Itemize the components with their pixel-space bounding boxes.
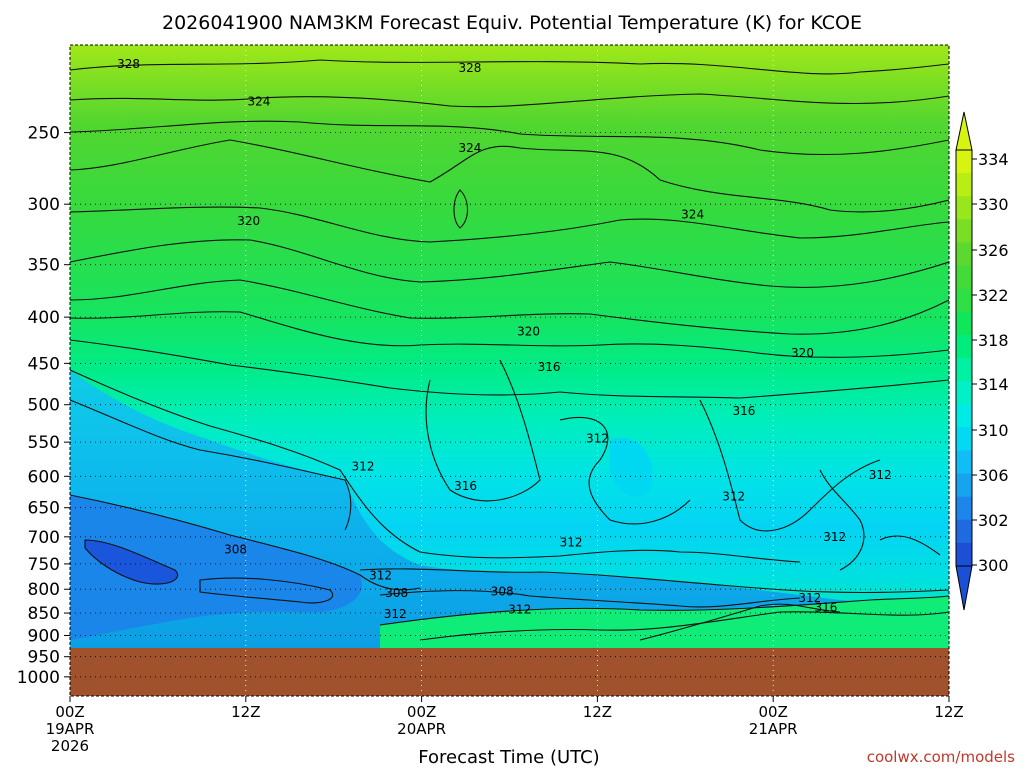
colorbar-swatch <box>956 150 972 174</box>
y-tick-label: 650 <box>28 499 60 519</box>
colorbar-swatch <box>956 311 972 336</box>
x-tick-label: 12Z <box>934 703 963 721</box>
x-tick-label: 19APR <box>46 720 95 738</box>
y-tick-label: 900 <box>28 626 60 646</box>
x-tick-label: 20APR <box>397 720 446 738</box>
colorbar: 334 330 326 322 318 314 310 306 302 300 <box>955 111 1009 611</box>
colorbar-swatch <box>956 519 972 544</box>
contour-label: 316 <box>732 404 755 418</box>
contour-label: 320 <box>517 325 540 339</box>
x-axis-label: Forecast Time (UTC) <box>418 747 599 768</box>
credit-text: coolwx.com/models <box>867 748 1015 766</box>
contour-label: 312 <box>508 602 531 616</box>
chart-title: 2026041900 NAM3KM Forecast Equiv. Potent… <box>162 12 862 34</box>
colorbar-label: 300 <box>978 556 1009 575</box>
y-tick-label: 300 <box>28 195 60 215</box>
colorbar-swatch <box>956 450 972 474</box>
contour-lines <box>70 59 949 641</box>
y-tick-label: 600 <box>28 467 60 487</box>
x-tick-label: 00Z <box>55 703 84 721</box>
contour-label: 308 <box>224 543 247 557</box>
colorbar-swatch <box>956 173 972 197</box>
contour-label: 312 <box>798 591 821 605</box>
y-tick-label: 850 <box>28 604 60 624</box>
colorbar-label: 306 <box>978 466 1009 485</box>
colorbar-swatch <box>956 473 972 498</box>
contour-label: 312 <box>560 535 583 549</box>
contour-label: 312 <box>369 568 392 582</box>
contour-label: 312 <box>586 432 609 446</box>
colorbar-swatch <box>956 288 972 313</box>
x-tick-label: 00Z <box>759 703 788 721</box>
contour-label: 320 <box>791 346 814 360</box>
colorbar-swatch <box>956 404 972 428</box>
y-tick-label: 350 <box>28 256 60 276</box>
cyan-pocket-1 <box>610 438 653 498</box>
x-tick-label: 12Z <box>231 703 260 721</box>
y-tick-label: 800 <box>28 580 60 600</box>
cold-core-region <box>70 495 362 640</box>
contour-label: 316 <box>814 600 837 614</box>
colorbar-swatch <box>956 427 972 451</box>
near-surface-warm-band <box>380 596 949 650</box>
colorbar-label: 314 <box>978 375 1009 394</box>
colorbar-label: 302 <box>978 511 1009 530</box>
colorbar-swatch <box>956 358 972 382</box>
x-tick-label: 2026 <box>51 737 89 755</box>
contour-label: 316 <box>538 360 561 374</box>
colorbar-label: 318 <box>978 331 1009 350</box>
y-axis: 2503003504004505005506006507007508008509… <box>17 124 70 688</box>
colorbar-swatch <box>956 219 972 243</box>
colorbar-swatch <box>956 542 972 567</box>
y-tick-label: 700 <box>28 528 60 548</box>
colorbar-swatch <box>956 334 972 359</box>
colorbar-swatch <box>956 196 972 220</box>
contour-label: 312 <box>384 607 407 621</box>
contour-label: 324 <box>458 141 481 155</box>
contour-label: 312 <box>823 530 846 544</box>
plot-area: 328 3283243243243203203203163163163163123… <box>70 45 949 696</box>
contour-label: 312 <box>869 468 892 482</box>
y-tick-label: 250 <box>28 124 60 144</box>
contour-label: 320 <box>237 214 260 228</box>
colorbar-extend-top <box>955 111 973 151</box>
y-tick-label: 1000 <box>17 668 60 688</box>
colorbar-swatch <box>956 381 972 405</box>
x-tick-label: 00Z <box>407 703 436 721</box>
colorbar-label: 326 <box>978 241 1009 260</box>
contour-label: 324 <box>248 95 271 109</box>
colorbar-label: 310 <box>978 421 1009 440</box>
colorbar-label: 330 <box>978 195 1009 214</box>
contour-label: 328 <box>117 57 140 71</box>
y-tick-label: 400 <box>28 308 60 328</box>
coldest-core-region <box>85 540 178 585</box>
colorbar-label: 334 <box>978 150 1009 169</box>
y-tick-label: 950 <box>28 648 60 668</box>
y-tick-label: 450 <box>28 354 60 374</box>
colorbar-swatch <box>956 265 972 290</box>
below-ground <box>70 648 949 696</box>
contour-labels: 328 3283243243243203203203163163163163123… <box>117 57 891 621</box>
contour-label: 328 <box>458 61 481 75</box>
gridlines <box>70 45 949 696</box>
colorbar-swatch <box>956 496 972 521</box>
contour-label: 308 <box>491 585 514 599</box>
colorbar-swatch <box>956 242 972 266</box>
x-tick-label: 21APR <box>749 720 798 738</box>
contour-label: 324 <box>681 208 704 222</box>
contour-label: 312 <box>352 459 375 473</box>
colorbar-label: 322 <box>978 286 1009 305</box>
contour-label: 308 <box>385 586 408 600</box>
x-tick-label: 12Z <box>583 703 612 721</box>
y-tick-label: 550 <box>28 433 60 453</box>
y-tick-label: 500 <box>28 396 60 416</box>
contour-label: 316 <box>454 479 477 493</box>
y-tick-label: 750 <box>28 555 60 575</box>
colorbar-extend-bottom <box>955 565 973 611</box>
contour-label: 312 <box>722 490 745 504</box>
